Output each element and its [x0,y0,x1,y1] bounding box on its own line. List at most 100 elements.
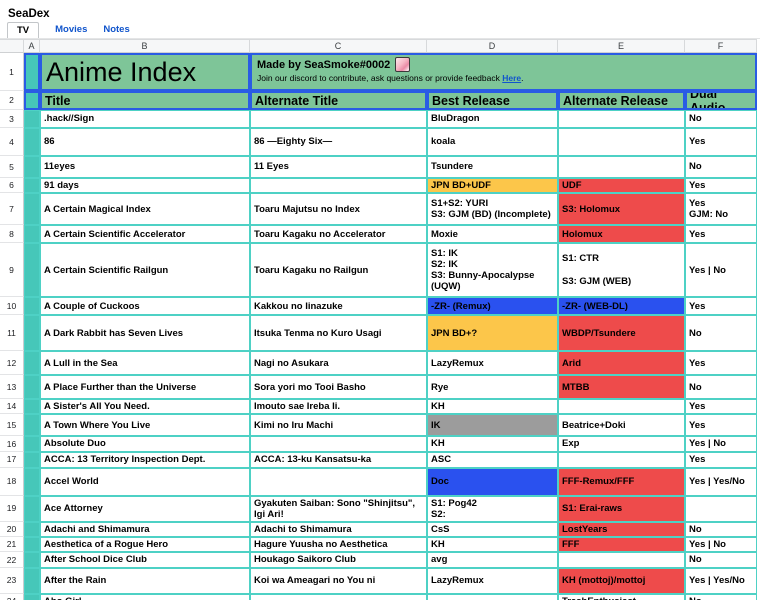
cell-alternate-release[interactable] [558,156,685,178]
cell-alternate-release[interactable]: S1: CTR S3: GJM (WEB) [558,243,685,298]
cell-best-release[interactable]: IK [427,414,558,437]
row-number[interactable]: 8 [0,225,24,244]
cell-alternate-title[interactable]: Adachi to Shimamura [250,522,427,538]
tab-tv[interactable]: TV [7,22,40,38]
row-number[interactable]: 5 [0,156,24,178]
cell-alternate-release[interactable]: -ZR- (WEB-DL) [558,297,685,316]
cell-title[interactable]: Accel World [40,467,250,496]
cell-alternate-release[interactable]: LostYears [558,522,685,538]
cell-dual-audio[interactable]: Yes [685,225,757,244]
cell-alternate-release[interactable]: WBDP/Tsundere [558,315,685,352]
header-best-release[interactable]: Best Release [427,91,558,110]
row-number[interactable]: 20 [0,522,24,538]
cell-column-a[interactable] [24,593,40,600]
row-number[interactable]: 14 [0,399,24,415]
cell-best-release[interactable]: S1: IK S2: IK S3: Bunny-Apocalypse (UQW) [427,243,558,298]
cell-alternate-title[interactable]: Toaru Majutsu no Index [250,193,427,226]
cell-best-release[interactable]: Moxie [427,225,558,244]
row-number[interactable]: 3 [0,110,24,128]
cell-alternate-title[interactable]: Imouto sae Ireba Ii. [250,399,427,415]
cell-dual-audio[interactable]: Yes [685,297,757,316]
cell-title[interactable]: 11eyes [40,156,250,178]
cell-alternate-title[interactable]: Toaru Kagaku no Railgun [250,243,427,298]
cell-column-a[interactable] [24,399,40,415]
cell-best-release[interactable]: KH [427,436,558,452]
cell-title[interactable]: Aho Girl [40,593,250,600]
row-number[interactable]: 11 [0,315,24,352]
column-header-d[interactable]: D [427,39,558,53]
cell-best-release[interactable]: LazyRemux [427,351,558,376]
cell-column-a[interactable] [24,451,40,468]
made-by-cell[interactable]: Made by SeaSmoke#0002 Join our discord t… [250,53,757,91]
header-alternate-release[interactable]: Alternate Release [558,91,685,110]
cell-alternate-release[interactable] [558,128,685,156]
cell-dual-audio[interactable]: No [685,522,757,538]
cell-title[interactable]: A Place Further than the Universe [40,375,250,400]
cell-title[interactable]: Absolute Duo [40,436,250,452]
cell-alternate-title[interactable]: Itsuka Tenma no Kuro Usagi [250,315,427,352]
column-header-a[interactable]: A [24,39,40,53]
cell-title[interactable]: A Certain Scientific Railgun [40,243,250,298]
row-number[interactable]: 13 [0,375,24,400]
cell-a2[interactable] [24,91,40,110]
cell-alternate-title[interactable]: Kimi no Iru Machi [250,414,427,437]
cell-best-release[interactable]: S1: Pog42 S2: [427,495,558,523]
cell-best-release[interactable]: LazyRemux [427,567,558,594]
cell-column-a[interactable] [24,375,40,400]
cell-title[interactable]: After School Dice Club [40,552,250,568]
cell-title[interactable]: 86 [40,128,250,156]
cell-title[interactable]: A Lull in the Sea [40,351,250,376]
cell-dual-audio[interactable]: Yes | Yes/No [685,467,757,496]
cell-dual-audio[interactable]: No [685,552,757,568]
cell-alternate-title[interactable]: Koi wa Ameagari no You ni [250,567,427,594]
cell-alternate-release[interactable] [558,552,685,568]
cell-alternate-release[interactable] [558,110,685,128]
cell-column-a[interactable] [24,522,40,538]
row-number[interactable]: 16 [0,436,24,452]
cell-title[interactable]: A Town Where You Live [40,414,250,437]
cell-dual-audio[interactable]: Yes [685,451,757,468]
cell-alternate-title[interactable]: ACCA: 13-ku Kansatsu-ka [250,451,427,468]
header-alternate-title[interactable]: Alternate Title [250,91,427,110]
header-title[interactable]: Title [40,91,250,110]
cell-column-a[interactable] [24,552,40,568]
row-number[interactable]: 21 [0,537,24,553]
row-number[interactable]: 9 [0,243,24,298]
cell-title[interactable]: A Sister's All You Need. [40,399,250,415]
cell-best-release[interactable]: JPN BD+UDF [427,178,558,194]
cell-dual-audio[interactable] [685,495,757,523]
cell-best-release[interactable]: Tsundere [427,156,558,178]
row-number[interactable]: 4 [0,128,24,156]
cell-best-release[interactable]: koala [427,128,558,156]
cell-column-a[interactable] [24,225,40,244]
cell-alternate-release[interactable]: FFF [558,537,685,553]
row-number[interactable]: 17 [0,451,24,468]
row-number[interactable]: 7 [0,193,24,226]
cell-alternate-release[interactable]: MTBB [558,375,685,400]
anime-index-title-cell[interactable]: Anime Index [40,53,250,91]
cell-best-release[interactable]: JPN BD+? [427,315,558,352]
cell-dual-audio[interactable]: Yes [685,351,757,376]
cell-dual-audio[interactable]: Yes | No [685,537,757,553]
cell-dual-audio[interactable]: Yes | No [685,436,757,452]
cell-alternate-release[interactable]: Beatrice+Doki [558,414,685,437]
cell-column-a[interactable] [24,495,40,523]
cell-column-a[interactable] [24,110,40,128]
cell-dual-audio[interactable]: No [685,375,757,400]
cell-best-release[interactable]: -ZR- (Remux) [427,297,558,316]
row-number[interactable]: 1 [0,53,24,91]
cell-alternate-title[interactable] [250,110,427,128]
row-number[interactable]: 6 [0,178,24,194]
cell-alternate-release[interactable] [558,451,685,468]
cell-alternate-release[interactable]: KH (mottoj)/mottoj [558,567,685,594]
cell-alternate-release[interactable] [558,399,685,415]
cell-dual-audio[interactable]: Yes [685,178,757,194]
cell-alternate-title[interactable]: Nagi no Asukara [250,351,427,376]
cell-title[interactable]: Aesthetica of a Rogue Hero [40,537,250,553]
cell-alternate-release[interactable]: Exp [558,436,685,452]
tab-movies[interactable]: Movies [55,24,88,35]
cell-title[interactable]: A Certain Magical Index [40,193,250,226]
cell-best-release[interactable]: KH [427,537,558,553]
cell-column-a[interactable] [24,156,40,178]
cell-dual-audio[interactable]: Yes [685,399,757,415]
